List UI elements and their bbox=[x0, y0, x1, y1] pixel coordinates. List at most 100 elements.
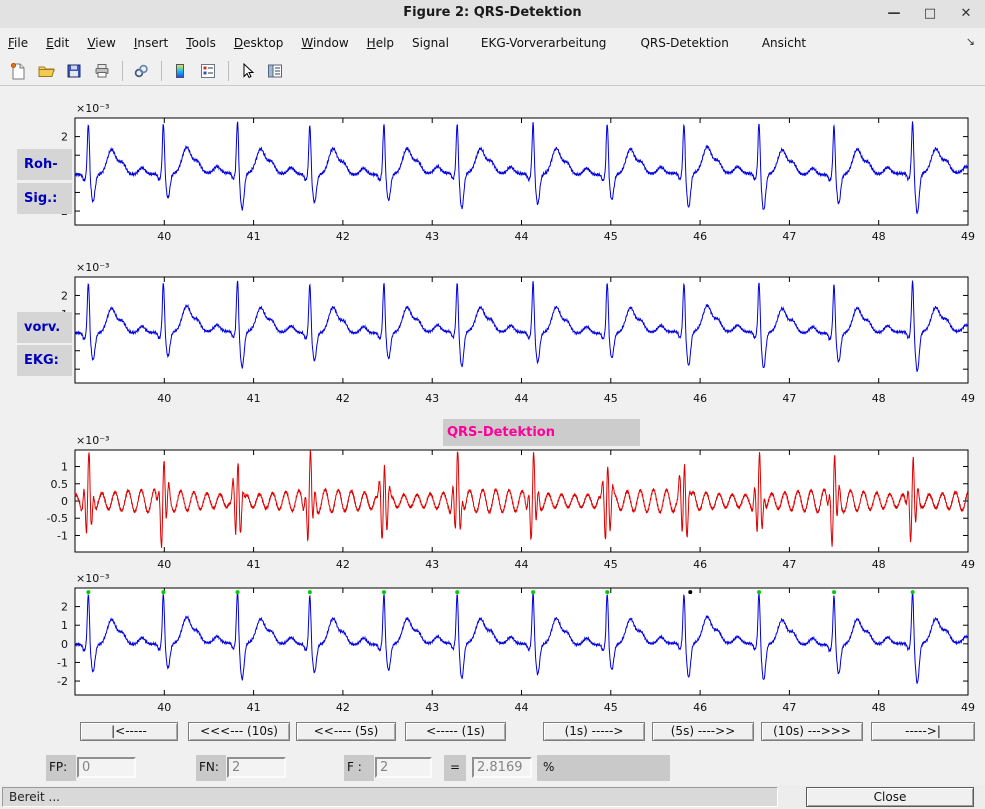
y-tick-label: 1 bbox=[61, 619, 68, 632]
close-figure-button[interactable]: Close bbox=[806, 787, 974, 807]
menu-bar: File Edit View Insert Tools Desktop Window Help… bbox=[0, 28, 985, 58]
y-tick-label: 2 bbox=[61, 131, 68, 144]
insert-legend-icon bbox=[201, 64, 215, 78]
menu-item-tools[interactable]: Tools bbox=[186, 35, 216, 50]
edit-plot-button[interactable] bbox=[234, 58, 260, 84]
f-input[interactable] bbox=[375, 757, 432, 778]
print-button[interactable] bbox=[89, 58, 115, 84]
nav-button-end[interactable]: ----->| bbox=[871, 722, 975, 741]
qrs-detection-marker bbox=[531, 590, 536, 595]
insert-legend-button[interactable] bbox=[195, 58, 221, 84]
y-axis-exponent: ×10⁻³ bbox=[76, 102, 109, 115]
maximize-button[interactable]: □ bbox=[923, 6, 937, 21]
window-controls: — □ ✕ bbox=[883, 4, 977, 24]
nav-button-back-5s[interactable]: <<---- (5s) bbox=[296, 722, 396, 741]
nav-button-start[interactable]: |<----- bbox=[80, 722, 178, 741]
ekg-mit-detektionen-trace bbox=[74, 591, 969, 684]
nav-button-back-10s[interactable]: <<<--- (10s) bbox=[188, 722, 290, 741]
qrs-detection-marker bbox=[757, 590, 762, 595]
x-tick-label: 47 bbox=[782, 558, 796, 571]
plot-ekg-mit-detektionen: 40 41 42 43 44 45 46 47 48 49 2 1 0 -1 -2 ×10⁻³ bbox=[57, 572, 975, 714]
plot-browser-button[interactable] bbox=[262, 58, 288, 84]
new-document-icon bbox=[11, 63, 25, 80]
open-folder-button[interactable] bbox=[33, 58, 59, 84]
link-plot-button[interactable] bbox=[128, 58, 154, 84]
label-sig: Sig.: bbox=[17, 183, 72, 214]
y-tick-label: 0 bbox=[61, 638, 68, 651]
figure-toolbar bbox=[0, 57, 985, 86]
x-tick-label: 43 bbox=[425, 558, 439, 571]
nav-button-fwd-10s[interactable]: (10s) --->>> bbox=[761, 722, 863, 741]
y-tick-label: -1 bbox=[57, 656, 68, 669]
f-label: F : bbox=[344, 755, 374, 781]
qrs-detektion-plot-title: QRS-Detektion bbox=[443, 419, 640, 446]
save-icon bbox=[67, 64, 81, 78]
menu-item-qrs-detektion[interactable]: QRS-Detektion bbox=[640, 35, 729, 50]
nav-button-fwd-1s[interactable]: (1s) -----> bbox=[543, 722, 645, 741]
status-message: Bereit ... bbox=[2, 787, 778, 807]
y-tick-label: 2 bbox=[61, 601, 68, 614]
figure-canvas: 40 41 42 43 44 45 46 47 48 49 2 1 0 -1 -2 ×10⁻³ 40 41 42 43… bbox=[0, 86, 985, 785]
vorverarbeitetes-ekg-trace bbox=[74, 280, 969, 372]
new-document-button[interactable] bbox=[5, 58, 31, 84]
menu-item-insert[interactable]: Insert bbox=[133, 35, 169, 50]
fn-input[interactable] bbox=[227, 757, 286, 778]
x-tick-label: 48 bbox=[872, 392, 886, 405]
status-bar: Bereit ... Close bbox=[0, 785, 985, 809]
menu-item-signal[interactable]: Signal bbox=[412, 35, 449, 50]
menu-item-help[interactable]: Help bbox=[366, 35, 395, 50]
x-tick-label: 48 bbox=[872, 701, 886, 714]
y-tick-label: -1 bbox=[57, 529, 68, 542]
x-tick-label: 46 bbox=[693, 230, 707, 243]
x-tick-label: 44 bbox=[515, 230, 529, 243]
x-tick-label: 48 bbox=[872, 230, 886, 243]
x-tick-label: 42 bbox=[336, 701, 350, 714]
colorbar-button[interactable] bbox=[167, 58, 193, 84]
qrs-detection-marker bbox=[605, 590, 610, 595]
x-tick-label: 49 bbox=[961, 701, 975, 714]
nav-button-fwd-5s[interactable]: (5s) ---->> bbox=[652, 722, 754, 741]
x-tick-label: 40 bbox=[157, 230, 171, 243]
x-tick-label: 40 bbox=[157, 701, 171, 714]
x-tick-label: 41 bbox=[247, 230, 261, 243]
equals-label: = bbox=[444, 755, 466, 781]
save-button[interactable] bbox=[61, 58, 87, 84]
menu-item-desktop[interactable]: Desktop bbox=[233, 35, 284, 50]
result-input[interactable] bbox=[472, 757, 532, 778]
plot-browser-icon bbox=[268, 64, 282, 78]
fp-label: FP: bbox=[46, 755, 76, 781]
y-axis-exponent: ×10⁻³ bbox=[76, 434, 109, 447]
qrs-detection-marker bbox=[235, 590, 240, 595]
menu-item-file[interactable]: File bbox=[8, 35, 29, 50]
window-title: Figure 2: QRS-Detektion bbox=[403, 5, 582, 20]
dock-figure-icon[interactable]: ↘ bbox=[965, 35, 975, 48]
label-roh: Roh- bbox=[17, 149, 72, 180]
y-axis-exponent: ×10⁻³ bbox=[76, 572, 109, 585]
x-tick-label: 45 bbox=[604, 558, 618, 571]
menu-item-ekg-vorverarbeitung[interactable]: EKG-Vorverarbeitung bbox=[480, 35, 607, 50]
plots-svg: 40 41 42 43 44 45 46 47 48 49 2 1 0 -1 -2 ×10⁻³ 40 41 42 43… bbox=[47, 102, 975, 714]
minimize-button[interactable]: — bbox=[887, 6, 901, 21]
x-tick-label: 48 bbox=[872, 558, 886, 571]
x-tick-label: 44 bbox=[515, 392, 529, 405]
y-tick-label: -2 bbox=[57, 675, 68, 688]
y-tick-label: 2 bbox=[61, 289, 68, 302]
open-folder-icon bbox=[38, 66, 55, 77]
print-icon bbox=[95, 64, 109, 78]
menu-item-view[interactable]: View bbox=[87, 35, 116, 50]
menu-item-edit[interactable]: Edit bbox=[46, 35, 70, 50]
menu-item-ansicht[interactable]: Ansicht bbox=[761, 35, 807, 50]
x-tick-label: 40 bbox=[157, 558, 171, 571]
fp-input[interactable] bbox=[77, 757, 136, 778]
qrs-detection-marker bbox=[832, 590, 837, 595]
y-tick-label: 1 bbox=[61, 461, 68, 474]
x-tick-label: 46 bbox=[693, 701, 707, 714]
nav-button-back-1s[interactable]: <----- (1s) bbox=[405, 722, 506, 741]
qrs-detektionssignal-trace bbox=[74, 450, 969, 548]
menu-item-window[interactable]: Window bbox=[301, 35, 349, 50]
close-window-button[interactable]: ✕ bbox=[960, 6, 972, 21]
label-ekg: EKG: bbox=[17, 345, 72, 376]
toolbar-separator bbox=[122, 61, 123, 81]
qrs-detection-marker bbox=[910, 590, 915, 595]
